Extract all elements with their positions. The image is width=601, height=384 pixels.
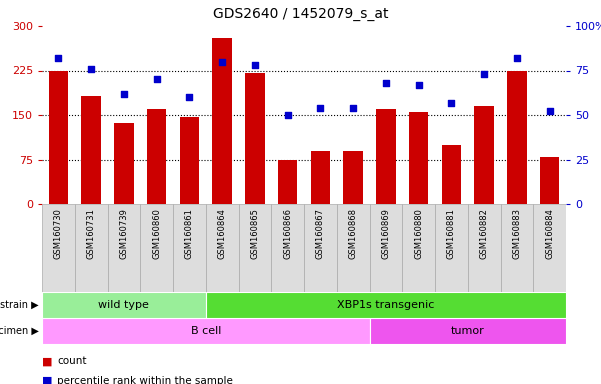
Point [512,55,522,61]
Bar [75,204,108,292]
Point [283,112,293,118]
Point [218,58,227,65]
Bar [337,204,370,292]
Text: GSM160861: GSM160861 [185,209,194,259]
Bar [42,318,370,344]
Bar [81,96,101,204]
Bar [245,73,264,204]
Bar [533,204,566,292]
Bar [304,204,337,292]
Bar [540,157,560,204]
Bar [402,204,435,292]
Text: tumor: tumor [451,326,484,336]
Bar [501,204,533,292]
Bar [108,204,140,292]
Bar [212,38,232,204]
Point [545,108,555,114]
Bar [42,292,206,318]
Bar [370,204,402,292]
Text: XBP1s transgenic: XBP1s transgenic [337,300,435,310]
Point [119,91,129,97]
Point [447,99,456,106]
Point [250,62,260,68]
Text: ■: ■ [42,356,52,366]
Bar [173,204,206,292]
Text: GSM160881: GSM160881 [447,209,456,259]
Bar [114,123,133,204]
Bar [278,159,297,204]
Text: percentile rank within the sample: percentile rank within the sample [57,376,233,384]
Bar [343,151,363,204]
Bar [140,204,173,292]
Text: GSM160865: GSM160865 [251,209,260,259]
Text: GSM160739: GSM160739 [120,209,129,259]
Point [381,80,391,86]
Text: B cell: B cell [191,326,221,336]
Text: count: count [57,356,87,366]
Text: GSM160883: GSM160883 [513,209,522,260]
Bar [468,204,501,292]
Bar [376,109,395,204]
Text: GSM160864: GSM160864 [218,209,227,259]
Text: wild type: wild type [99,300,149,310]
Bar [435,204,468,292]
Text: GSM160884: GSM160884 [545,209,554,259]
Point [185,94,194,100]
Text: GSM160868: GSM160868 [349,209,358,260]
Text: specimen ▶: specimen ▶ [0,326,39,336]
Bar [507,71,526,204]
Text: GSM160869: GSM160869 [382,209,391,259]
Text: GDS2640 / 1452079_s_at: GDS2640 / 1452079_s_at [213,7,388,21]
Point [414,82,424,88]
Text: GSM160866: GSM160866 [283,209,292,260]
Bar [239,204,271,292]
Point [53,55,63,61]
Point [87,66,96,72]
Bar [206,204,239,292]
Bar [49,71,68,204]
Text: GSM160860: GSM160860 [152,209,161,259]
Text: GSM160880: GSM160880 [414,209,423,259]
Text: GSM160882: GSM160882 [480,209,489,259]
Text: strain ▶: strain ▶ [1,300,39,310]
Point [152,76,162,83]
Bar [271,204,304,292]
Text: GSM160731: GSM160731 [87,209,96,259]
Bar [311,151,330,204]
Point [316,105,325,111]
Bar [206,292,566,318]
Point [349,105,358,111]
Bar [409,112,429,204]
Bar [474,106,494,204]
Bar [180,118,199,204]
Bar [42,204,75,292]
Bar [147,109,166,204]
Bar [370,318,566,344]
Bar [442,145,461,204]
Point [480,71,489,77]
Text: GSM160730: GSM160730 [54,209,63,259]
Text: GSM160867: GSM160867 [316,209,325,260]
Text: ■: ■ [42,376,52,384]
